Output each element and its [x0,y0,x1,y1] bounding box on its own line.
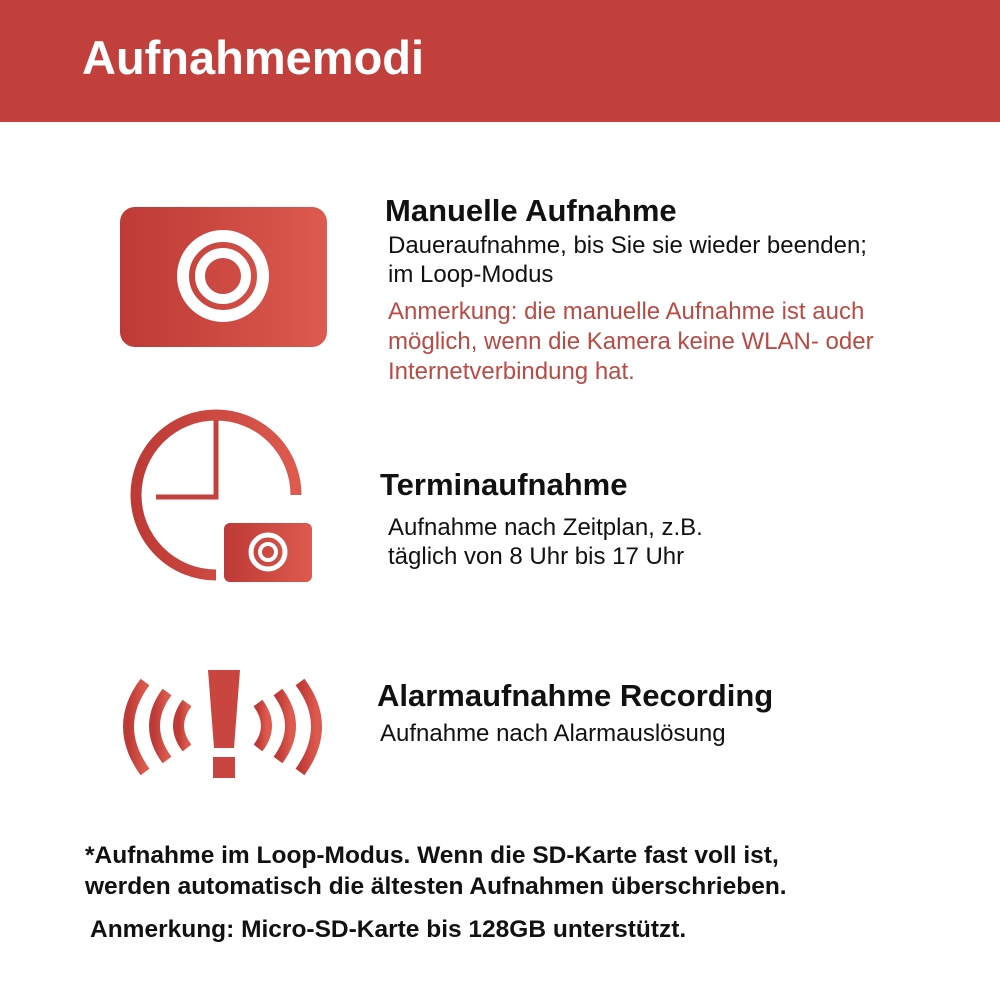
mode-manual: Manuelle Aufnahme Daueraufnahme, bis Sie… [385,195,874,387]
mode-desc-line: Aufnahme nach Zeitplan, z.B. [388,514,703,541]
footer-sd-note: Anmerkung: Micro-SD-Karte bis 128GB unte… [90,916,687,943]
page-title: Aufnahmemodi [82,31,425,84]
alarm-icon [123,670,322,778]
footer-line: *Aufnahme im Loop-Modus. Wenn die SD-Kar… [85,842,779,869]
footer-notes: *Aufnahme im Loop-Modus. Wenn die SD-Kar… [85,840,787,945]
mode-desc-line: im Loop-Modus [388,261,554,288]
mode-desc-line: Aufnahme nach Alarmauslösung [380,720,726,747]
mode-note-line: Anmerkung: die manuelle Aufnahme ist auc… [388,298,865,325]
clock-record-icon [130,409,312,582]
mode-schedule: Terminaufnahme Aufnahme nach Zeitplan, z… [380,469,703,571]
header-banner: Aufnahmemodi [0,0,1000,122]
mode-desc-line: Daueraufnahme, bis Sie sie wieder beende… [388,232,867,259]
mode-alarm: Alarmaufnahme Recording Aufnahme nach Al… [377,680,773,748]
record-button-icon [120,207,327,347]
mode-title: Terminaufnahme [380,467,628,502]
mode-title: Manuelle Aufnahme [385,193,677,228]
mode-title: Alarmaufnahme Recording [377,678,774,713]
mode-note-line: möglich, wenn die Kamera keine WLAN- ode… [388,328,874,355]
footer-line: werden automatisch die ältesten Aufnahme… [85,873,787,900]
mode-note-line: Internetverbindung hat. [388,358,635,385]
mode-desc-line: täglich von 8 Uhr bis 17 Uhr [388,543,685,570]
